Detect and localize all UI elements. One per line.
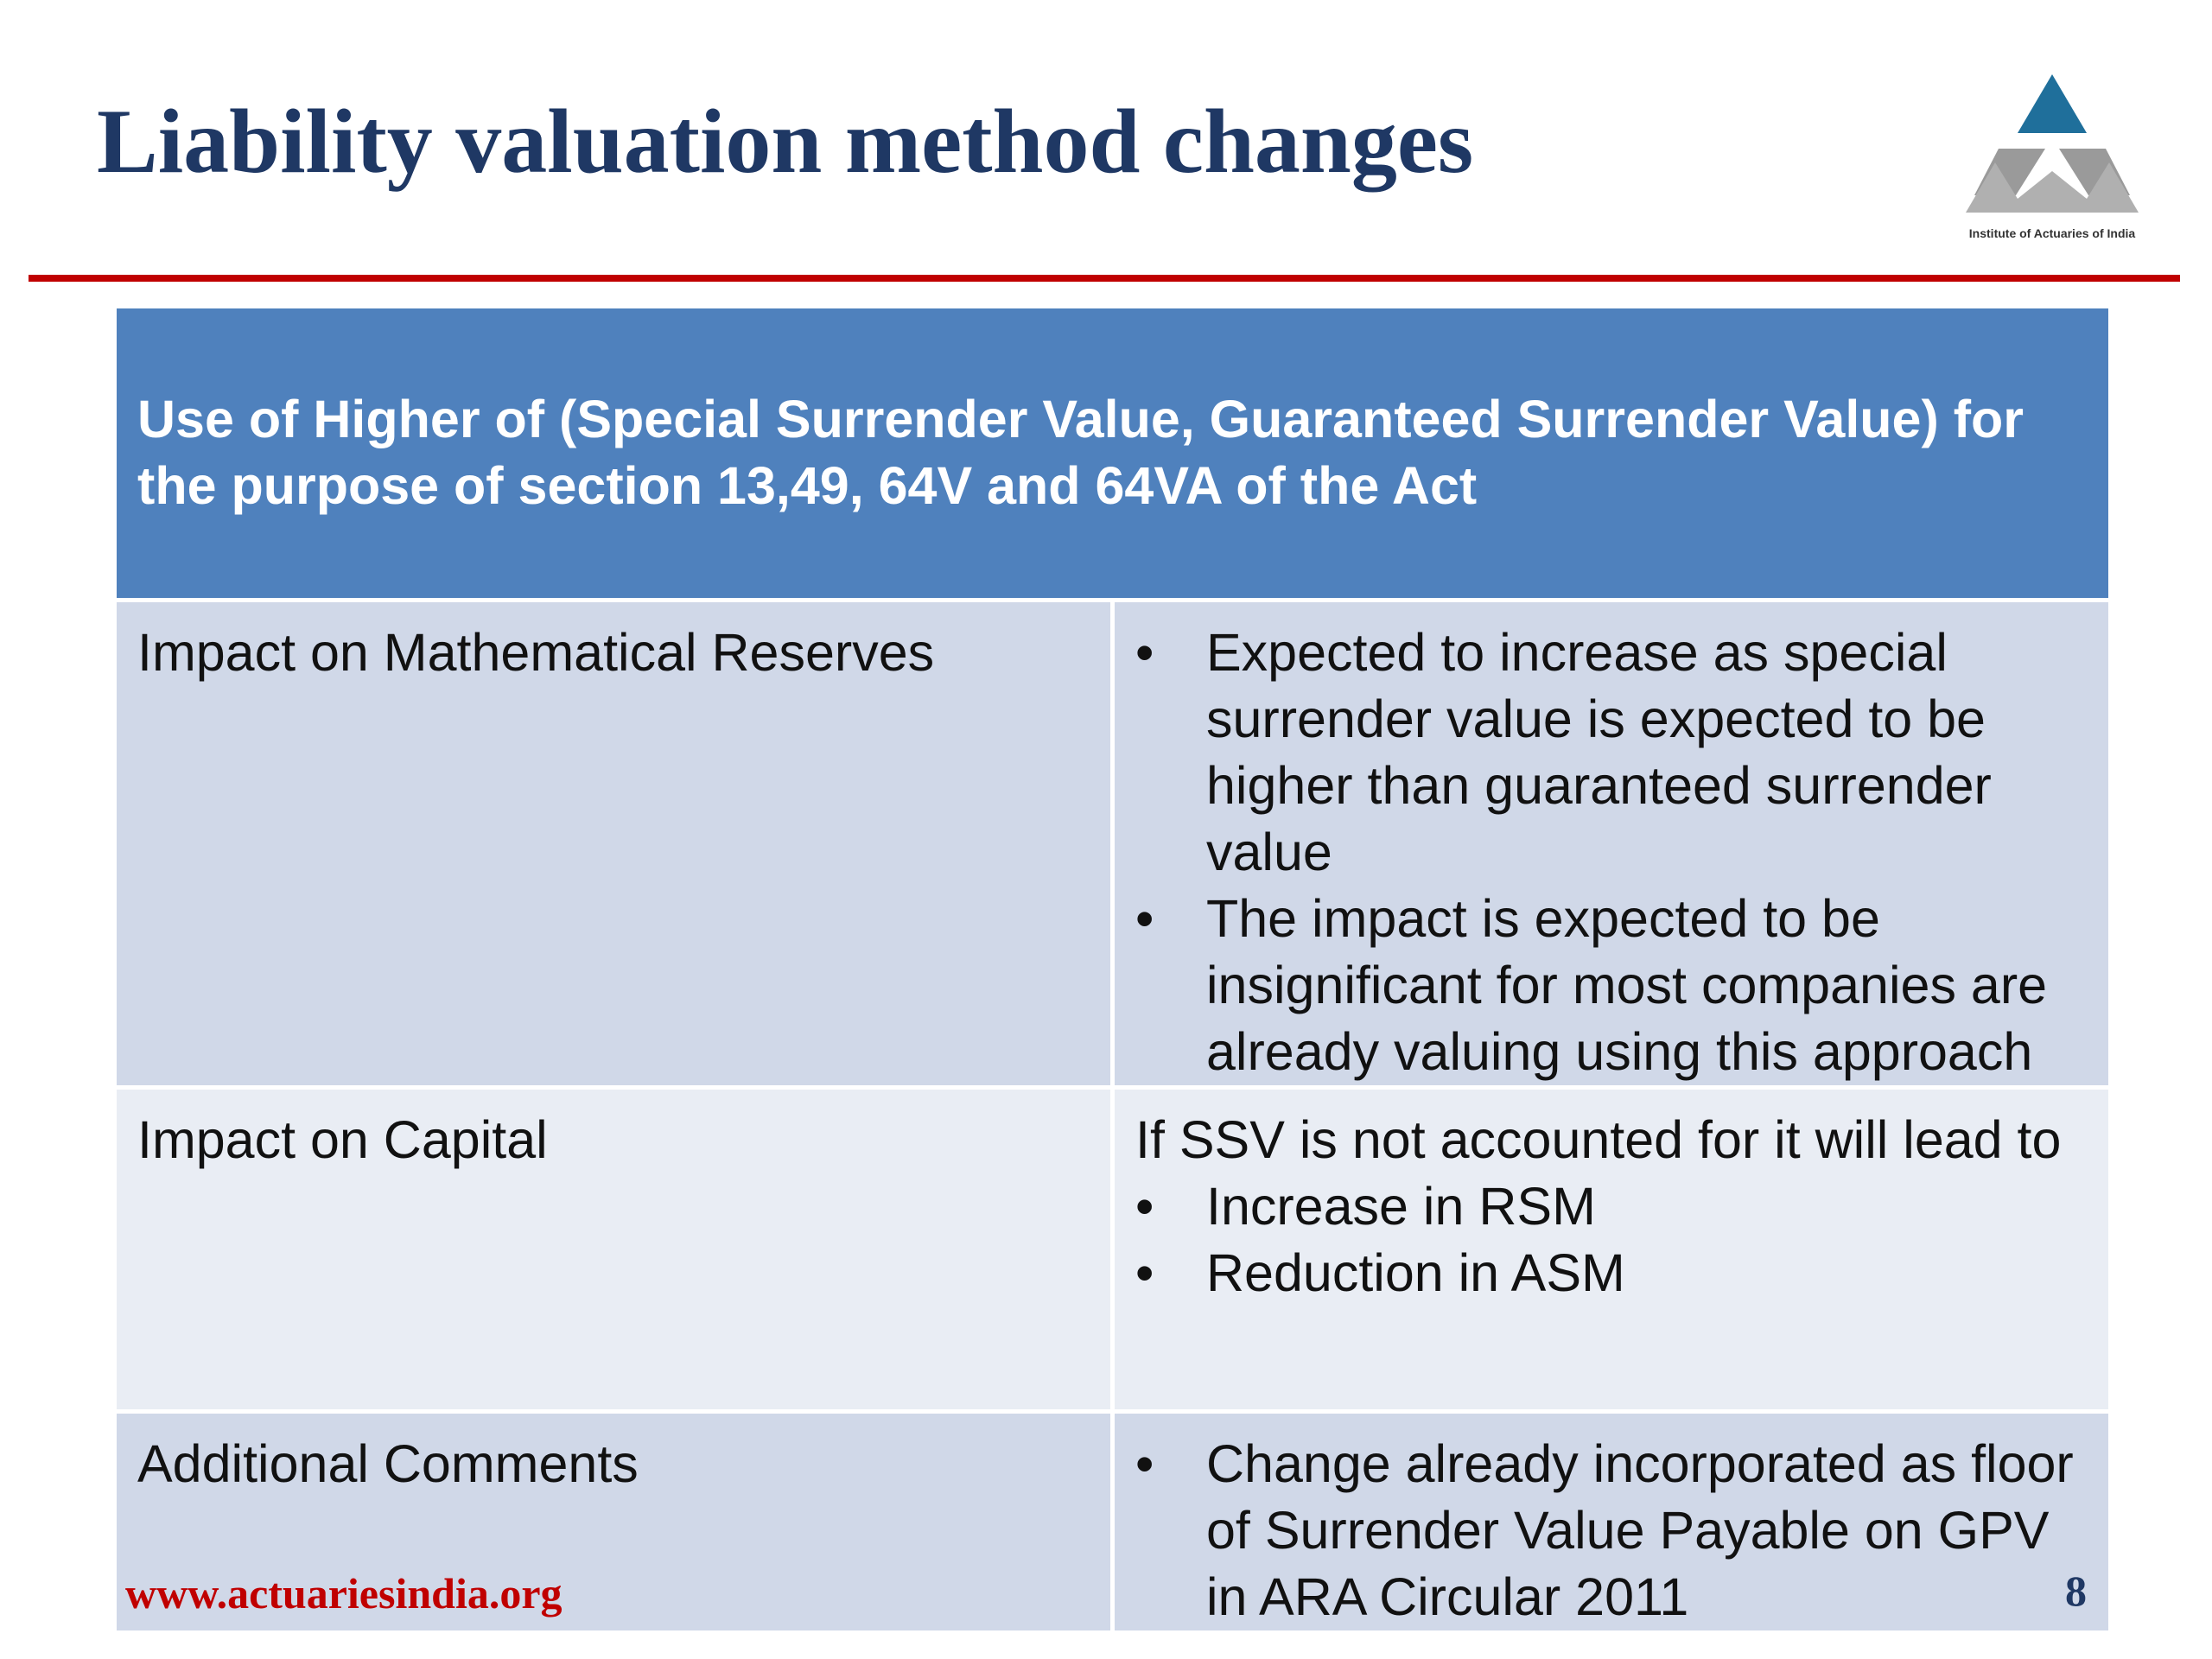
table-row: Additional Comments Change already incor…	[112, 1409, 2113, 1635]
bullet-item: Change already incorporated as floor of …	[1135, 1431, 2088, 1630]
row-content: Change already incorporated as floor of …	[1110, 1409, 2113, 1635]
row-lead-text: If SSV is not accounted for it will lead…	[1135, 1110, 2062, 1169]
content-table: Use of Higher of (Special Surrender Valu…	[112, 304, 2113, 1635]
bullet-item: The impact is expected to be insignifica…	[1135, 886, 2088, 1085]
bullet-item: Increase in RSM	[1135, 1173, 2088, 1240]
institute-logo: Institute of Actuaries of India	[1948, 69, 2156, 240]
bullet-item: Expected to increase as special surrende…	[1135, 620, 2088, 886]
table-row: Impact on Capital If SSV is not accounte…	[112, 1085, 2113, 1414]
triangle-logo-icon	[1966, 74, 2139, 213]
page-number: 8	[2065, 1567, 2087, 1615]
slide-title: Liability valuation method changes	[97, 91, 1474, 192]
row-label: Additional Comments	[112, 1409, 1115, 1635]
row-label: Impact on Capital	[112, 1085, 1115, 1414]
row-content: Expected to increase as special surrende…	[1110, 598, 2113, 1090]
row-content: If SSV is not accounted for it will lead…	[1110, 1085, 2113, 1414]
title-divider	[29, 275, 2180, 282]
footer-url: www.actuariesindia.org	[125, 1569, 563, 1618]
row-label: Impact on Mathematical Reserves	[112, 598, 1115, 1090]
logo-caption: Institute of Actuaries of India	[1968, 226, 2136, 240]
table-row: Impact on Mathematical Reserves Expected…	[112, 598, 2113, 1090]
bullet-item: Reduction in ASM	[1135, 1240, 2088, 1306]
table-header: Use of Higher of (Special Surrender Valu…	[112, 304, 2113, 602]
